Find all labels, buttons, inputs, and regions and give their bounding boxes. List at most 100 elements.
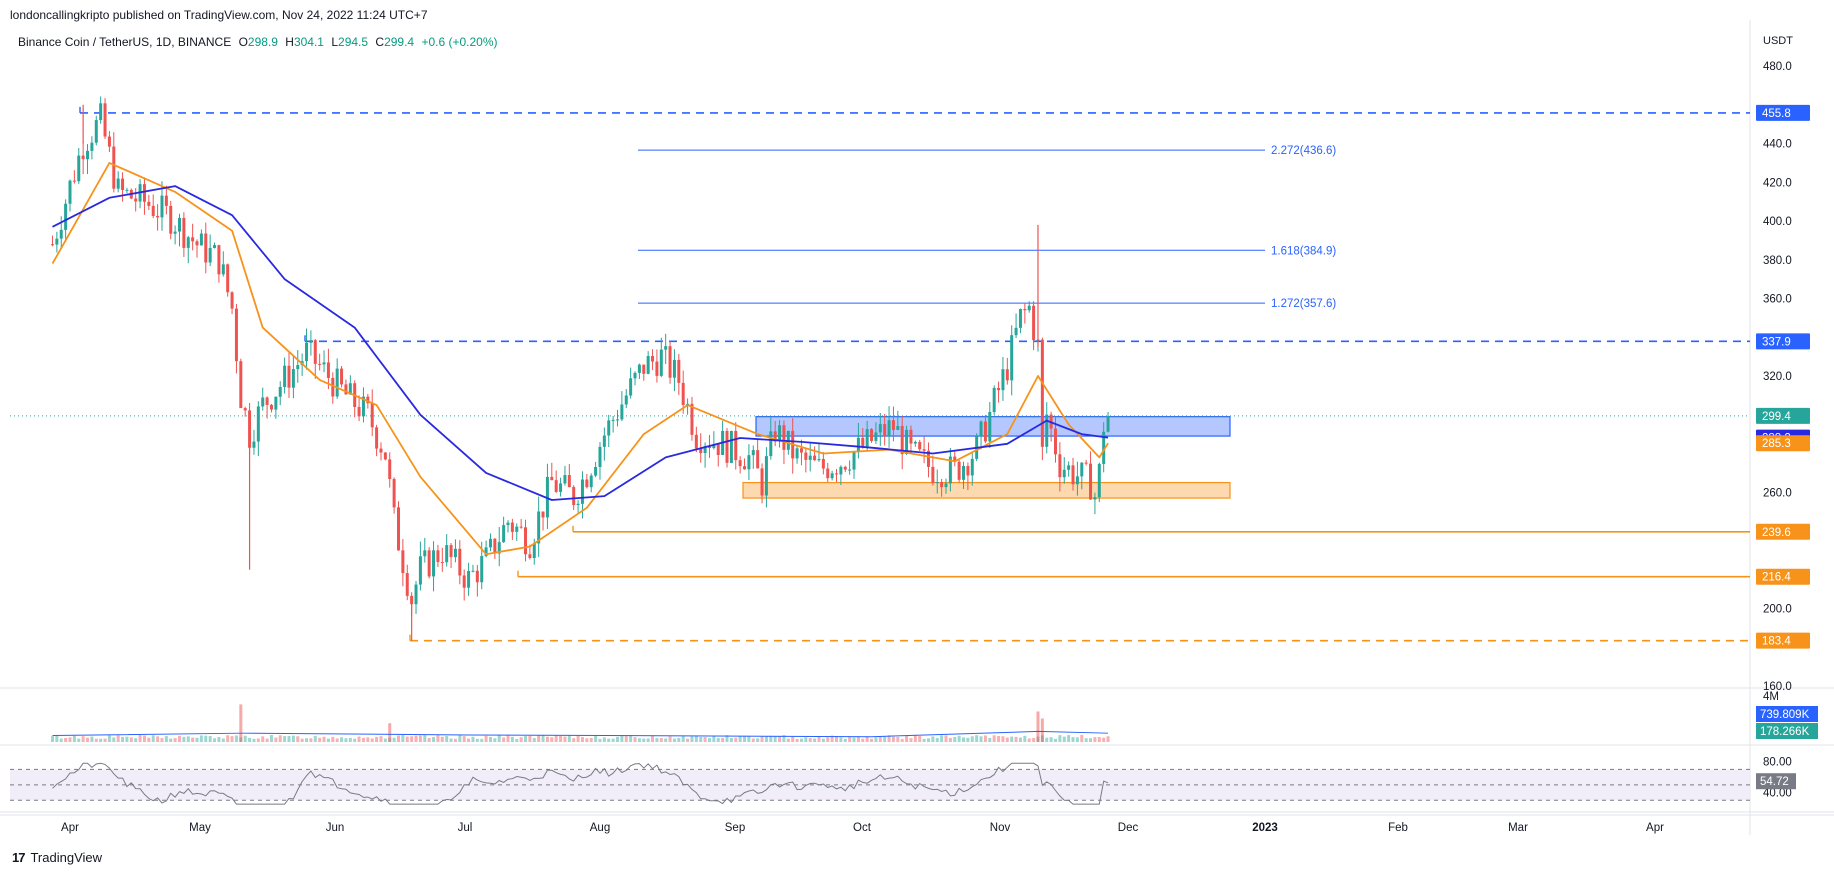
volume-bar	[970, 736, 974, 742]
candle-body	[528, 554, 532, 558]
candle-body	[99, 103, 103, 121]
candle-body	[1027, 305, 1031, 311]
candle-body	[830, 473, 834, 479]
volume-bar	[922, 738, 926, 742]
candle-body	[182, 217, 186, 248]
candle-body	[1054, 428, 1057, 455]
volume-bar	[878, 736, 882, 742]
candle-body	[729, 430, 733, 463]
volume-bar	[524, 736, 528, 742]
candle-body	[655, 361, 659, 376]
candle-body	[156, 215, 160, 218]
time-tick-label: Feb	[1388, 822, 1408, 834]
volume-bar	[331, 736, 335, 742]
candle-body	[585, 479, 589, 488]
candle-body	[432, 550, 436, 577]
volume-bar	[979, 736, 983, 742]
volume-bar	[589, 737, 593, 742]
candle-body	[524, 527, 528, 555]
volume-bar	[151, 735, 155, 742]
resistance-zone	[755, 416, 1231, 437]
volume-badge	[1756, 723, 1818, 739]
candle-body	[55, 238, 59, 245]
time-tick-label: Jun	[326, 822, 345, 834]
candle-body	[690, 403, 694, 435]
volume-bar	[817, 735, 821, 742]
candle-body	[361, 396, 365, 417]
candle-body	[554, 480, 558, 492]
volume-bar	[1062, 736, 1066, 742]
volume-bar	[278, 735, 282, 742]
volume-bar	[616, 736, 619, 742]
volume-bar	[445, 736, 449, 742]
candle-body	[484, 547, 488, 557]
candle-body	[948, 456, 952, 484]
volume-bar	[905, 735, 909, 742]
candle-body	[269, 404, 273, 410]
volume-bar	[125, 736, 129, 742]
volume-bar	[169, 738, 173, 742]
price-tick-label: 380.0	[1763, 255, 1792, 267]
candle-body	[1040, 339, 1044, 447]
candle-body	[725, 430, 729, 463]
price-badge	[1756, 523, 1810, 540]
candle-body	[493, 538, 497, 554]
volume-bar	[1102, 737, 1106, 742]
candle-body	[440, 562, 444, 564]
candle-body	[922, 449, 926, 451]
candle-body	[716, 444, 720, 455]
candle-body	[449, 545, 453, 558]
candle-body	[383, 452, 387, 460]
volume-bar	[414, 735, 418, 742]
volume-bar	[397, 735, 400, 742]
volume-bar	[213, 738, 217, 742]
candle-body	[611, 419, 615, 421]
volume-bar	[458, 735, 462, 742]
candle-body	[125, 189, 129, 191]
fib-level-label: 1.272(357.6)	[1271, 298, 1336, 310]
volume-bar	[559, 735, 563, 742]
candle-body	[992, 387, 996, 412]
volume-bar	[769, 735, 773, 742]
candle-body	[77, 155, 81, 182]
volume-spike-bar	[1040, 718, 1044, 742]
candle-body	[107, 136, 111, 147]
candle-body	[918, 441, 922, 450]
volume-bar	[121, 736, 125, 742]
volume-bar	[909, 738, 913, 742]
price-badge	[1756, 333, 1810, 350]
moving-average-line	[52, 185, 1109, 501]
volume-bar	[874, 737, 878, 742]
candle-body	[151, 205, 155, 216]
volume-bar	[283, 736, 287, 742]
volume-bar	[716, 737, 720, 742]
volume-bar	[427, 738, 431, 742]
volume-bar	[116, 735, 120, 742]
volume-bar	[318, 737, 322, 742]
candle-body	[169, 205, 173, 234]
volume-bar	[580, 737, 584, 742]
tradingview-brand[interactable]: 17 TradingView	[12, 850, 102, 865]
volume-bar	[90, 736, 94, 742]
candle-body	[637, 364, 641, 373]
candle-body	[401, 550, 405, 574]
volume-bar	[839, 737, 843, 742]
symbol-name[interactable]: Binance Coin / TetherUS, 1D, BINANCE	[18, 35, 232, 49]
candle-body	[397, 507, 400, 551]
candle-body	[326, 362, 330, 378]
candle-body	[817, 458, 821, 461]
candle-body	[357, 406, 361, 417]
volume-bar	[401, 735, 405, 742]
candle-body	[795, 448, 799, 459]
volume-bar	[712, 736, 716, 742]
volume-bar	[944, 735, 948, 742]
volume-bar	[50, 736, 54, 742]
volume-bar	[1075, 737, 1079, 742]
candle-body	[502, 525, 506, 543]
candle-body	[935, 482, 939, 484]
change-value: +0.6 (+0.20%)	[421, 35, 498, 49]
price-badge	[1756, 568, 1810, 585]
candle-body	[835, 473, 838, 475]
price-badge-label: 239.6	[1762, 527, 1791, 539]
